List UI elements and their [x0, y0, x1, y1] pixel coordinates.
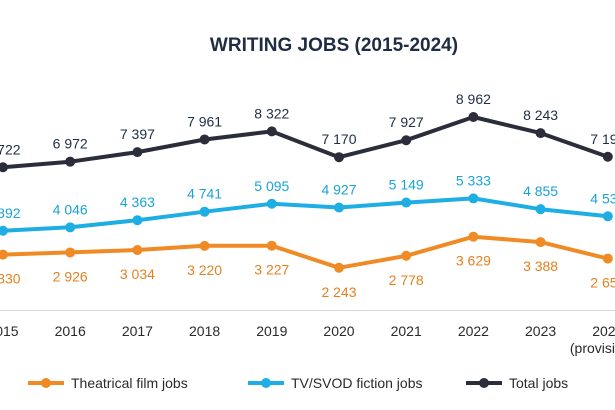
tv-svod-fiction-jobs-point [468, 193, 479, 204]
theatrical-film-jobs-point [468, 231, 479, 242]
tv-svod-fiction-jobs-point [132, 215, 143, 226]
theatrical-film-jobs-data-label: 2 830 [0, 271, 21, 287]
tv-svod-fiction-jobs-data-label: 3 892 [0, 205, 21, 221]
x-tick-label: 2022 [458, 323, 489, 339]
x-tick-label: 2020 [323, 323, 354, 339]
x-tick-label: 2023 [525, 323, 556, 339]
legend-swatch-marker [479, 378, 489, 388]
legend: Theatrical film jobs TV/SVOD fiction jobs… [28, 375, 568, 391]
x-tick-label: 2016 [55, 323, 86, 339]
theatrical-film-jobs-point [535, 237, 546, 248]
x-tick-label: 2021 [391, 323, 422, 339]
theatrical-film-jobs-data-label: 3 220 [187, 262, 222, 278]
tv-svod-fiction-jobs-line [1, 196, 610, 233]
x-tick-label: 2018 [189, 323, 220, 339]
total-jobs-point [602, 151, 613, 162]
total-jobs-point [535, 128, 546, 139]
theatrical-film-jobs-data-label: 2 653 [590, 275, 615, 291]
total-jobs-data-label: 6 722 [0, 141, 21, 157]
legend-item-total-jobs: Total jobs [466, 375, 568, 391]
theatrical-film-jobs-point [266, 240, 277, 251]
theatrical-film-jobs-point [334, 262, 344, 273]
theatrical-film-jobs-data-label: 2 926 [53, 268, 88, 284]
total-jobs-data-label: 7 170 [321, 131, 356, 147]
legend-label: Total jobs [509, 375, 568, 391]
legend-label: Theatrical film jobs [71, 375, 188, 391]
theatrical-film-jobs-point [199, 240, 210, 251]
total-jobs-data-label: 8 322 [254, 105, 289, 121]
total-jobs-data-label: 6 972 [53, 136, 88, 152]
theatrical-film-jobs-data-label: 2 778 [389, 272, 424, 288]
tv-svod-fiction-jobs-point [199, 206, 210, 217]
total-jobs-point [468, 112, 479, 122]
total-jobs-point [266, 126, 277, 137]
total-jobs-data-label: 7 961 [187, 114, 222, 130]
total-jobs-data-label: 7 190 [590, 131, 615, 147]
x-tick-label: 2015 [0, 323, 19, 339]
theatrical-film-jobs-point [401, 250, 412, 261]
tv-svod-fiction-jobs-data-label: 4 046 [53, 201, 88, 217]
legend-label: TV/SVOD fiction jobs [291, 375, 423, 391]
theatrical-film-jobs-point [0, 249, 8, 260]
theatrical-film-jobs-line [1, 234, 610, 270]
tv-svod-fiction-jobs-point [535, 204, 546, 215]
legend-swatch-marker [261, 378, 271, 388]
tv-svod-fiction-jobs-series: 3 892 4 046 4 363 4 741 5 095 4 927 5 149 5 333… [0, 172, 615, 236]
tv-svod-fiction-jobs-data-label: 5 095 [254, 178, 289, 194]
tv-svod-fiction-jobs-data-label: 4 855 [523, 183, 558, 199]
tv-svod-fiction-jobs-point [0, 225, 8, 236]
tv-svod-fiction-jobs-point [266, 198, 277, 209]
total-jobs-series: 6 722 6 972 7 397 7 961 8 322 7 170 7 927 8 962… [0, 91, 615, 173]
legend-item-tv-svod-fiction-jobs: TV/SVOD fiction jobs [248, 375, 423, 391]
total-jobs-point [65, 156, 76, 167]
tv-svod-fiction-jobs-data-label: 4 741 [187, 186, 222, 202]
x-axis-ticks: 2015 2016 2017 2018 2019 2020 2021 2022 2023 2024 [0, 323, 615, 339]
theatrical-film-jobs-data-label: 3 227 [254, 262, 289, 278]
tv-svod-fiction-jobs-data-label: 5 333 [456, 172, 491, 188]
theatrical-film-jobs-point [65, 247, 76, 258]
total-jobs-point [132, 147, 143, 158]
total-jobs-line [1, 115, 610, 170]
tv-svod-fiction-jobs-point [602, 211, 613, 222]
x-tick-label: 2019 [256, 323, 287, 339]
x-tick-label: 2024 [592, 323, 615, 339]
x-tick-label: 2017 [122, 323, 153, 339]
total-jobs-point [401, 135, 412, 146]
legend-item-theatrical-film-jobs: Theatrical film jobs [28, 375, 188, 391]
tv-svod-fiction-jobs-data-label: 5 149 [389, 177, 424, 193]
total-jobs-data-label: 8 243 [523, 107, 558, 123]
theatrical-film-jobs-data-label: 3 388 [523, 258, 558, 274]
tv-svod-fiction-jobs-data-label: 4 927 [321, 182, 356, 198]
series-layer: 6 722 6 972 7 397 7 961 8 322 7 170 7 927 8 962… [0, 91, 615, 300]
tv-svod-fiction-jobs-point [65, 222, 76, 233]
theatrical-film-jobs-data-label: 3 629 [456, 253, 491, 269]
theatrical-film-jobs-series: 2 830 2 926 3 034 3 220 3 227 2 243 2 778 3 629… [0, 231, 615, 300]
chart-title: WRITING JOBS (2015-2024) [210, 35, 458, 56]
x-axis-note: (provisional) [570, 340, 615, 356]
total-jobs-point [0, 162, 8, 173]
theatrical-film-jobs-data-label: 3 034 [120, 266, 155, 282]
tv-svod-fiction-jobs-data-label: 4 537 [590, 190, 615, 206]
theatrical-film-jobs-data-label: 2 243 [321, 284, 356, 300]
theatrical-film-jobs-point [132, 245, 143, 256]
tv-svod-fiction-jobs-point [401, 197, 412, 208]
legend-swatch-marker [41, 378, 51, 388]
tv-svod-fiction-jobs-point [334, 202, 344, 213]
total-jobs-data-label: 7 397 [120, 126, 155, 142]
total-jobs-data-label: 7 927 [389, 114, 424, 130]
theatrical-film-jobs-point [602, 253, 613, 264]
total-jobs-data-label: 8 962 [456, 91, 491, 107]
total-jobs-point [334, 152, 344, 163]
total-jobs-point [199, 134, 210, 145]
tv-svod-fiction-jobs-data-label: 4 363 [120, 194, 155, 210]
